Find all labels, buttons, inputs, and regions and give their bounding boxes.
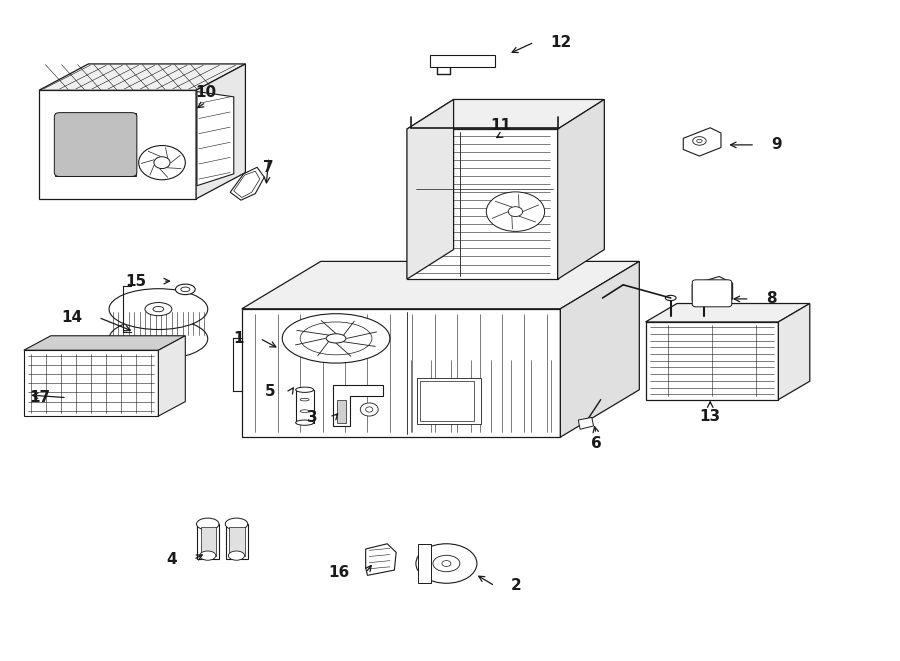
Polygon shape — [558, 99, 604, 279]
Text: 8: 8 — [766, 292, 777, 307]
Ellipse shape — [301, 410, 309, 412]
Ellipse shape — [697, 139, 702, 143]
Ellipse shape — [665, 295, 676, 301]
Polygon shape — [417, 378, 481, 424]
Ellipse shape — [433, 555, 460, 572]
Polygon shape — [418, 544, 431, 583]
Ellipse shape — [139, 145, 185, 180]
Ellipse shape — [109, 289, 208, 330]
Polygon shape — [197, 92, 234, 186]
Ellipse shape — [176, 284, 195, 295]
Polygon shape — [242, 309, 561, 437]
Ellipse shape — [153, 307, 164, 312]
Polygon shape — [226, 524, 248, 559]
Polygon shape — [407, 129, 558, 279]
Polygon shape — [561, 261, 639, 437]
Text: 5: 5 — [265, 383, 275, 399]
Text: 9: 9 — [771, 137, 782, 153]
FancyBboxPatch shape — [54, 112, 137, 176]
Polygon shape — [242, 261, 639, 309]
Ellipse shape — [196, 518, 219, 530]
Polygon shape — [197, 524, 220, 559]
Ellipse shape — [508, 207, 523, 217]
Ellipse shape — [283, 314, 390, 363]
Text: 6: 6 — [591, 436, 601, 451]
Polygon shape — [420, 381, 474, 420]
Polygon shape — [230, 167, 265, 200]
Polygon shape — [196, 64, 246, 199]
Polygon shape — [55, 113, 136, 176]
Ellipse shape — [109, 319, 208, 359]
Polygon shape — [365, 544, 396, 575]
Text: 14: 14 — [61, 310, 82, 325]
Polygon shape — [296, 390, 313, 422]
Polygon shape — [645, 303, 810, 322]
Text: 17: 17 — [30, 390, 50, 405]
Ellipse shape — [229, 551, 245, 561]
Text: 15: 15 — [126, 274, 147, 289]
Ellipse shape — [296, 420, 313, 425]
Polygon shape — [39, 91, 196, 199]
Ellipse shape — [145, 303, 172, 316]
Ellipse shape — [225, 518, 248, 530]
Polygon shape — [39, 64, 246, 91]
Polygon shape — [23, 336, 185, 350]
Ellipse shape — [693, 137, 706, 145]
Polygon shape — [407, 99, 604, 129]
Ellipse shape — [416, 544, 477, 583]
Polygon shape — [407, 99, 454, 279]
Polygon shape — [234, 171, 260, 198]
Text: 7: 7 — [264, 160, 274, 175]
Polygon shape — [579, 417, 594, 429]
Ellipse shape — [154, 157, 170, 169]
Text: 12: 12 — [551, 34, 572, 50]
Text: 13: 13 — [699, 408, 721, 424]
Polygon shape — [201, 527, 216, 556]
Ellipse shape — [442, 561, 451, 566]
Text: 1: 1 — [233, 331, 244, 346]
Text: 10: 10 — [195, 85, 217, 100]
Ellipse shape — [326, 334, 346, 343]
FancyBboxPatch shape — [692, 280, 732, 307]
Polygon shape — [333, 385, 382, 426]
Ellipse shape — [486, 192, 544, 231]
Ellipse shape — [200, 551, 216, 561]
Ellipse shape — [365, 407, 373, 412]
Text: 11: 11 — [491, 118, 511, 133]
Text: 16: 16 — [328, 565, 349, 580]
Polygon shape — [692, 276, 733, 307]
Polygon shape — [683, 128, 721, 156]
Polygon shape — [778, 303, 810, 400]
Text: 3: 3 — [308, 410, 318, 425]
Polygon shape — [23, 350, 158, 416]
Polygon shape — [230, 527, 245, 556]
Text: 2: 2 — [511, 578, 522, 594]
Ellipse shape — [698, 299, 709, 305]
Ellipse shape — [301, 399, 309, 401]
Ellipse shape — [360, 403, 378, 416]
Ellipse shape — [296, 387, 313, 393]
Polygon shape — [645, 322, 778, 400]
Polygon shape — [337, 400, 346, 422]
Polygon shape — [430, 56, 495, 67]
Polygon shape — [158, 336, 185, 416]
Ellipse shape — [181, 287, 190, 292]
Text: 4: 4 — [166, 552, 177, 567]
